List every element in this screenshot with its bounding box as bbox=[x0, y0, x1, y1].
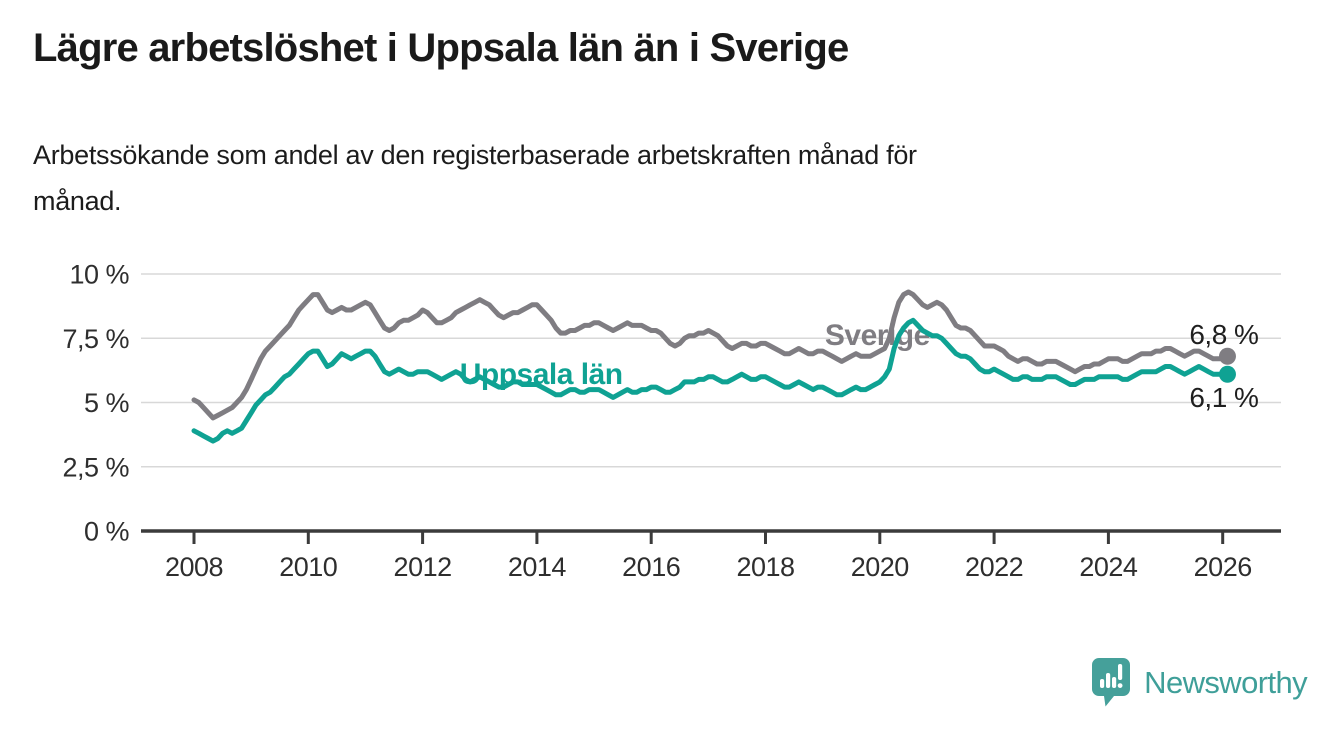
newsworthy-logo: Newsworthy bbox=[1092, 658, 1308, 708]
x-axis-tick-label: 2018 bbox=[736, 552, 794, 582]
chart-subtitle: Arbetssökande som andel av den registerb… bbox=[33, 132, 1313, 224]
end-dot-sverige bbox=[1218, 347, 1236, 365]
series-layer: Sverige 6,8 % 6,1 % Uppsala län bbox=[191, 289, 1259, 444]
series-line-uppsala-l-n bbox=[191, 317, 1230, 444]
series-label-uppsala-l-n: Uppsala län bbox=[460, 358, 623, 391]
x-axis-tick-label: 2016 bbox=[622, 552, 680, 582]
end-value-label-uppsala-l-n: 6,1 % bbox=[1189, 382, 1258, 413]
newsworthy-brand-text: Newsworthy bbox=[1144, 665, 1307, 700]
grid-layer bbox=[141, 273, 1281, 468]
end-value-label-sverige: 6,8 % bbox=[1189, 319, 1258, 350]
y-axis-tick-label: 5 % bbox=[84, 388, 130, 418]
newsworthy-logo-icon bbox=[1092, 658, 1131, 707]
axis-layer: 0 % 2,5 % 5 % 7,5 % 10 % 2008 2010 2012 2014 2016… bbox=[62, 260, 1281, 582]
subtitle-line-2: månad. bbox=[33, 186, 122, 216]
x-axis-tick-label: 2020 bbox=[851, 552, 909, 582]
y-axis-tick-label: 0 % bbox=[84, 517, 130, 547]
x-axis-tick-label: 2014 bbox=[508, 552, 567, 582]
x-axis-tick-label: 2026 bbox=[1194, 552, 1252, 582]
page-title: Lägre arbetslöshet i Uppsala län än i Sv… bbox=[33, 26, 849, 70]
series-line-sverige bbox=[191, 289, 1230, 421]
x-axis-tick-label: 2012 bbox=[394, 552, 452, 582]
x-axis-tick-label: 2010 bbox=[279, 552, 337, 582]
y-axis-tick-label: 10 % bbox=[69, 260, 129, 290]
x-axis-tick-label: 2024 bbox=[1079, 552, 1138, 582]
subtitle-line-1: Arbetssökande som andel av den registerb… bbox=[33, 140, 917, 170]
y-axis-tick-label: 7,5 % bbox=[62, 324, 129, 354]
x-axis-tick-label: 2022 bbox=[965, 552, 1023, 582]
x-axis-tick-label: 2008 bbox=[165, 552, 223, 582]
y-axis-tick-label: 2,5 % bbox=[62, 452, 129, 482]
end-dot-uppsala-l-n bbox=[1218, 365, 1236, 383]
series-label-sverige: Sverige bbox=[825, 319, 930, 352]
